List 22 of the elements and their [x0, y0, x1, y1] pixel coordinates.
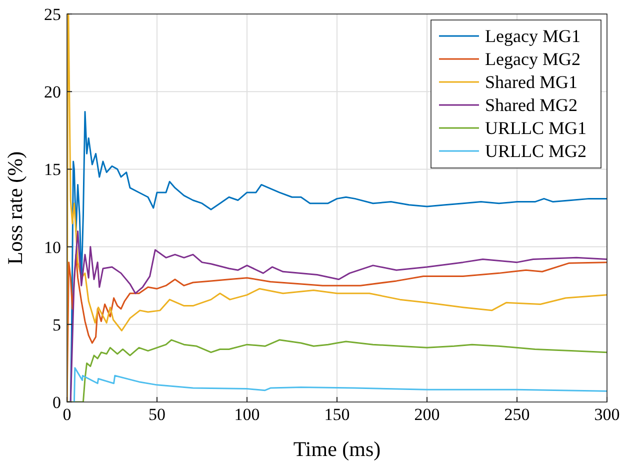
y-tick-label: 15 [44, 160, 61, 180]
x-tick-label: 300 [594, 405, 620, 424]
legend-label: Legacy MG2 [485, 49, 580, 69]
x-tick-label: 200 [414, 405, 440, 424]
legend-label: Shared MG2 [485, 95, 578, 115]
x-tick-label: 100 [234, 405, 260, 424]
y-tick-label: 0 [52, 393, 61, 412]
x-axis-title: Time (ms) [293, 437, 381, 461]
legend-label: URLLC MG2 [485, 141, 587, 161]
y-tick-label: 10 [44, 238, 61, 257]
line-series [67, 13, 607, 402]
x-tick-label: 250 [504, 405, 530, 424]
y-axis-title: Loss rate (%) [3, 151, 27, 265]
y-tick-label: 5 [52, 315, 61, 334]
x-tick-label: 150 [324, 405, 350, 424]
legend-label: Shared MG1 [485, 72, 578, 92]
legend-label: Legacy MG1 [485, 26, 580, 46]
y-tick-label: 25 [44, 5, 61, 24]
y-tick-label: 20 [44, 82, 61, 102]
x-tick-label: 50 [148, 405, 166, 424]
line-series [73, 367, 607, 402]
legend-label: URLLC MG1 [485, 118, 587, 138]
